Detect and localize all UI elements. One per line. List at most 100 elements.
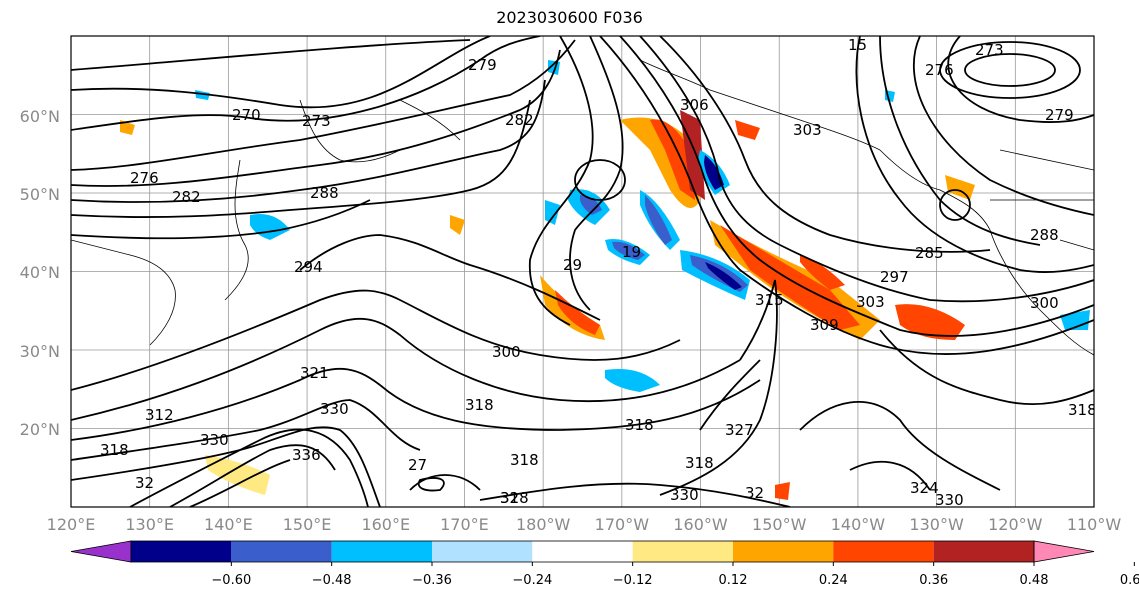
- contour-line: [71, 79, 546, 203]
- contour-label: 330: [320, 400, 349, 418]
- contour-line: [639, 36, 1094, 303]
- lat-tick-label: 40°N: [20, 263, 60, 282]
- contour-label: 279: [468, 56, 497, 74]
- contour-line: [299, 234, 601, 321]
- lon-tick-label: 110°W: [1067, 515, 1122, 534]
- negative-shade: [195, 90, 210, 100]
- contour-label: 285: [915, 244, 944, 262]
- contour-label: 318: [100, 441, 129, 459]
- contour-line: [169, 444, 336, 507]
- positive-shade: [205, 455, 270, 495]
- longitude-ticks: 120°E 130°E 140°E 150°E 160°E 170°E 180°W 170°W…: [47, 515, 1122, 534]
- contour-label: 282: [172, 188, 201, 206]
- colorbar-extend-low: [70, 540, 132, 563]
- contour-line: [71, 199, 371, 240]
- contour-label: 303: [856, 293, 885, 311]
- border: [999, 149, 1094, 171]
- contour-label: 318: [685, 454, 714, 472]
- lon-tick-label: 160°E: [361, 515, 410, 534]
- contour-label: 29: [563, 256, 582, 274]
- lat-tick-label: 50°N: [20, 185, 60, 204]
- colorbar-tick-label: −0.36: [412, 573, 452, 588]
- positive-shade: [800, 255, 845, 290]
- contour-label: 330: [935, 491, 964, 509]
- lon-tick-label: 150°E: [283, 515, 332, 534]
- colorbar-segment: [532, 541, 633, 562]
- positive-shade: [775, 482, 790, 500]
- contour-line: [71, 289, 681, 391]
- contour-label: 330: [670, 486, 699, 504]
- map-panel: 270 273 276 279 282 285 288 294 297 300 …: [70, 35, 1097, 509]
- contour-label: 318: [1068, 401, 1097, 419]
- contour-line: [71, 426, 381, 507]
- closed-contour: [574, 159, 626, 201]
- colorbar-segment: [632, 541, 733, 562]
- lon-tick-label: 180°W: [516, 515, 571, 534]
- closed-contour: [939, 189, 971, 221]
- colorbar-tick-label: 0.24: [819, 573, 848, 588]
- contour-line: [189, 459, 291, 507]
- negative-shade: [645, 195, 672, 245]
- closed-contour: [939, 41, 1081, 99]
- contour-line: [71, 39, 471, 71]
- negative-shade: [705, 262, 742, 290]
- contour-label: 336: [292, 446, 321, 464]
- colorbar-segment: [733, 541, 834, 562]
- contour-line: [71, 399, 421, 461]
- contour-line: [879, 36, 1041, 246]
- negative-shade: [704, 155, 724, 190]
- contour-label: 288: [310, 184, 339, 202]
- latitude-ticks: 60°N 50°N 40°N 30°N 20°N: [20, 107, 60, 439]
- colorbar-tick-label: −0.60: [211, 573, 251, 588]
- contour-line: [71, 99, 531, 218]
- contour-line: [71, 49, 561, 187]
- coastline: [71, 239, 176, 346]
- colorbar-tick-label: 0.48: [1020, 573, 1049, 588]
- contour-line: [569, 36, 624, 311]
- lon-tick-label: 160°W: [673, 515, 728, 534]
- lat-tick-label: 60°N: [20, 107, 60, 126]
- border: [1059, 239, 1094, 251]
- contour-line: [409, 474, 481, 491]
- contour-label: 273: [975, 41, 1004, 59]
- contour-label: 282: [505, 111, 534, 129]
- positive-shade: [895, 304, 965, 340]
- colorbar-tick-label: −0.12: [613, 573, 653, 588]
- colorbar-segment: [833, 541, 934, 562]
- positive-shade: [120, 120, 135, 135]
- contour-line: [699, 359, 761, 431]
- contour-label: 27: [408, 456, 427, 474]
- contour-label: 297: [880, 268, 909, 286]
- contour-line: [947, 36, 1094, 123]
- lon-tick-label: 140°W: [831, 515, 886, 534]
- contour-line: [599, 36, 1094, 355]
- lon-tick-label: 140°E: [204, 515, 253, 534]
- contour-label: 276: [925, 61, 954, 79]
- contour-line: [71, 367, 761, 441]
- negative-shade: [580, 195, 602, 215]
- contour-label: 312: [145, 406, 174, 424]
- contour-line: [879, 329, 1094, 406]
- colorbar-tick-label: 0.12: [719, 573, 748, 588]
- contour-label: 327: [725, 421, 754, 439]
- contour-label: 318: [500, 489, 529, 507]
- contour-label: 318: [510, 451, 539, 469]
- colorbar-segment: [331, 541, 432, 562]
- contour-line: [479, 482, 791, 507]
- coastline: [299, 99, 401, 163]
- contour-label: 321: [300, 364, 329, 382]
- lon-tick-label: 150°W: [752, 515, 807, 534]
- colorbar-frame: [130, 540, 1035, 563]
- coastline: [224, 159, 249, 301]
- map-frame: [70, 35, 1095, 508]
- coastline: [399, 99, 461, 141]
- shaded-fields: [120, 60, 1090, 500]
- lon-tick-label: 120°E: [47, 515, 96, 534]
- contour-line: [528, 36, 594, 326]
- contour-label: 32: [135, 474, 154, 492]
- contour-line: [849, 460, 931, 491]
- contour-line: [855, 36, 1094, 273]
- contour-line: [71, 36, 491, 109]
- contour-label: 32: [745, 484, 764, 502]
- contour-labels: 270 273 276 279 282 285 288 294 297 300 …: [100, 36, 1097, 509]
